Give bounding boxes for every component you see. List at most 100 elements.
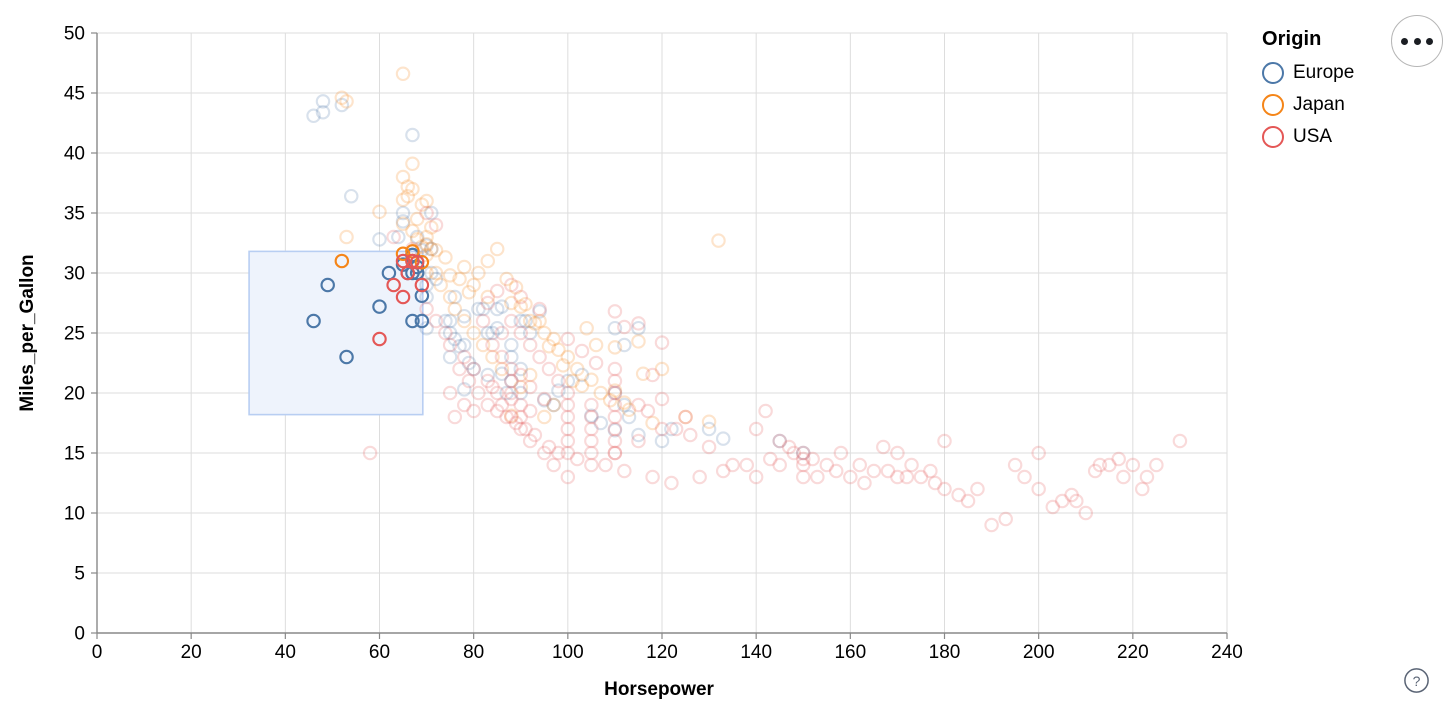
data-point-europe[interactable]	[537, 392, 552, 408]
data-point-usa[interactable]	[532, 349, 547, 365]
data-point-usa[interactable]	[537, 391, 552, 407]
data-point-usa[interactable]	[485, 379, 500, 395]
data-point-japan[interactable]	[424, 220, 439, 235]
data-point-usa[interactable]	[494, 349, 510, 365]
data-point-usa[interactable]	[560, 331, 576, 347]
data-point-europe[interactable]	[419, 238, 434, 253]
data-point-japan[interactable]	[339, 94, 354, 109]
data-point-usa[interactable]	[414, 277, 430, 293]
data-point-usa[interactable]	[428, 217, 444, 233]
data-point-europe[interactable]	[574, 367, 590, 383]
data-point-europe[interactable]	[414, 313, 430, 329]
data-point-japan[interactable]	[541, 338, 557, 354]
data-point-usa[interactable]	[607, 409, 623, 425]
data-point-japan[interactable]	[395, 192, 411, 208]
data-point-usa[interactable]	[1045, 499, 1061, 515]
data-point-usa[interactable]	[456, 397, 472, 413]
data-point-usa[interactable]	[400, 265, 415, 281]
data-point-japan[interactable]	[574, 378, 590, 394]
data-point-usa[interactable]	[843, 469, 858, 485]
data-point-usa[interactable]	[1149, 457, 1164, 473]
data-point-japan[interactable]	[607, 340, 623, 355]
data-point-japan[interactable]	[419, 193, 434, 209]
data-point-japan[interactable]	[456, 259, 472, 275]
data-point-japan[interactable]	[433, 277, 448, 293]
data-point-usa[interactable]	[494, 397, 510, 413]
data-point-usa[interactable]	[584, 433, 599, 449]
data-point-usa[interactable]	[810, 469, 825, 485]
data-point-usa[interactable]	[546, 457, 561, 473]
data-point-europe[interactable]	[518, 313, 533, 329]
data-point-usa[interactable]	[1087, 463, 1103, 479]
data-point-usa[interactable]	[504, 409, 519, 425]
data-point-europe[interactable]	[504, 349, 519, 365]
data-point-japan[interactable]	[607, 383, 623, 398]
data-point-usa[interactable]	[584, 409, 599, 425]
data-point-europe[interactable]	[621, 409, 637, 425]
data-point-usa[interactable]	[362, 445, 378, 461]
data-point-usa[interactable]	[1054, 493, 1070, 509]
data-point-europe[interactable]	[414, 288, 430, 304]
data-point-japan[interactable]	[395, 246, 411, 262]
data-point-usa[interactable]	[937, 433, 952, 449]
data-point-japan[interactable]	[414, 254, 430, 270]
data-point-usa[interactable]	[664, 475, 679, 491]
data-point-usa[interactable]	[1069, 493, 1084, 509]
data-point-usa[interactable]	[537, 445, 552, 461]
data-point-usa[interactable]	[395, 289, 411, 305]
data-point-usa[interactable]	[428, 313, 444, 329]
data-point-europe[interactable]	[438, 313, 453, 329]
data-point-japan[interactable]	[405, 223, 420, 239]
data-point-usa[interactable]	[1102, 457, 1117, 473]
data-point-japan[interactable]	[494, 361, 510, 377]
data-point-usa[interactable]	[645, 367, 660, 383]
data-point-europe[interactable]	[409, 229, 425, 245]
data-point-japan[interactable]	[555, 358, 571, 373]
data-point-usa[interactable]	[452, 361, 467, 377]
data-point-usa[interactable]	[513, 325, 528, 341]
data-point-usa[interactable]	[748, 421, 764, 437]
data-point-usa[interactable]	[419, 301, 434, 317]
data-point-japan[interactable]	[504, 408, 519, 424]
brush-selection-rect[interactable]	[248, 250, 424, 416]
data-point-europe[interactable]	[607, 422, 623, 438]
data-point-usa[interactable]	[937, 481, 952, 497]
data-point-japan[interactable]	[447, 301, 463, 317]
data-point-usa[interactable]	[607, 373, 623, 389]
data-point-europe[interactable]	[381, 265, 397, 281]
data-point-usa[interactable]	[772, 433, 787, 449]
data-point-europe[interactable]	[494, 366, 510, 382]
data-point-usa[interactable]	[970, 481, 985, 497]
data-point-europe[interactable]	[466, 361, 481, 377]
data-point-usa[interactable]	[1125, 457, 1141, 473]
data-point-europe[interactable]	[320, 277, 335, 293]
data-point-japan[interactable]	[560, 349, 576, 365]
data-point-usa[interactable]	[504, 373, 519, 389]
data-point-usa[interactable]	[489, 385, 505, 401]
data-point-usa[interactable]	[419, 205, 434, 221]
data-point-europe[interactable]	[343, 188, 359, 204]
data-point-usa[interactable]	[607, 385, 623, 401]
data-point-europe[interactable]	[424, 265, 439, 281]
data-point-usa[interactable]	[560, 469, 576, 485]
data-point-usa[interactable]	[386, 277, 401, 293]
data-point-europe[interactable]	[447, 289, 463, 305]
data-point-usa[interactable]	[805, 451, 820, 467]
data-point-usa[interactable]	[574, 343, 590, 359]
data-point-europe[interactable]	[442, 349, 458, 365]
data-point-japan[interactable]	[395, 216, 411, 232]
data-point-usa[interactable]	[475, 313, 491, 329]
data-point-usa[interactable]	[795, 457, 811, 473]
data-point-europe[interactable]	[607, 320, 623, 336]
data-point-usa[interactable]	[668, 421, 684, 437]
data-point-usa[interactable]	[513, 289, 528, 305]
data-point-usa[interactable]	[560, 385, 576, 401]
data-point-usa[interactable]	[607, 445, 623, 461]
data-point-usa[interactable]	[504, 385, 519, 401]
data-point-europe[interactable]	[631, 320, 646, 336]
data-point-usa[interactable]	[494, 325, 510, 341]
data-point-japan[interactable]	[428, 265, 444, 281]
data-point-usa[interactable]	[513, 367, 528, 383]
data-point-japan[interactable]	[537, 325, 552, 341]
data-point-usa[interactable]	[607, 445, 623, 461]
